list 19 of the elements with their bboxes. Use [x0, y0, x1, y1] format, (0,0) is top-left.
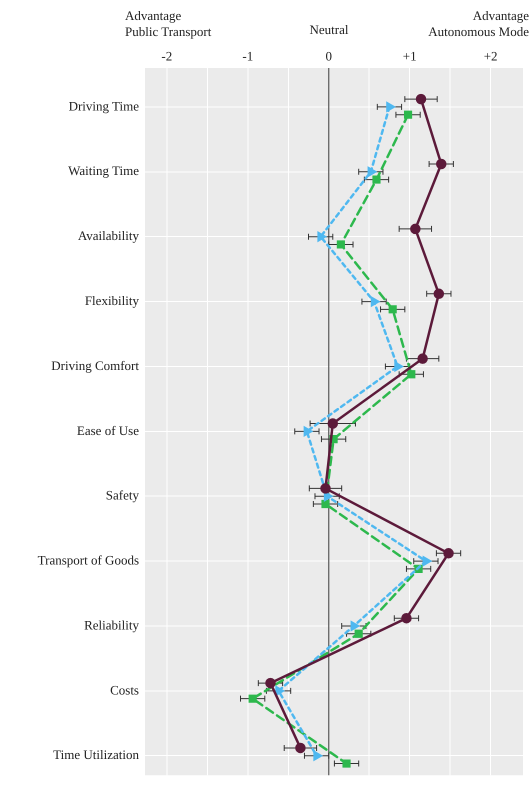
y-tick-label: Availability: [78, 228, 140, 244]
y-tick-label: Time Utilization: [53, 747, 140, 762]
text: Advantage Autonomous Mode: [428, 8, 530, 39]
x-tick-label: 0: [325, 48, 332, 64]
y-tick-label: Reliability: [84, 617, 140, 632]
y-tick-label: Safety: [106, 488, 140, 503]
text: Advantage Public Transport: [125, 8, 212, 39]
y-tick-label: Transport of Goods: [38, 552, 139, 568]
x-tick-label: +2: [484, 48, 498, 64]
y-tick-label: Waiting Time: [68, 163, 140, 178]
text: Neutral: [310, 22, 349, 37]
x-tick-label: +1: [402, 48, 417, 64]
y-tick-label: Driving Time: [68, 98, 140, 114]
x-tick-label: -2: [161, 48, 172, 64]
y-tick-label: Driving Comfort: [51, 358, 140, 373]
x-tick-label: -1: [242, 48, 254, 64]
y-tick-label: Ease of Use: [76, 422, 140, 438]
y-tick-label: Costs: [110, 682, 139, 698]
y-tick-label: Flexibility: [84, 292, 140, 308]
